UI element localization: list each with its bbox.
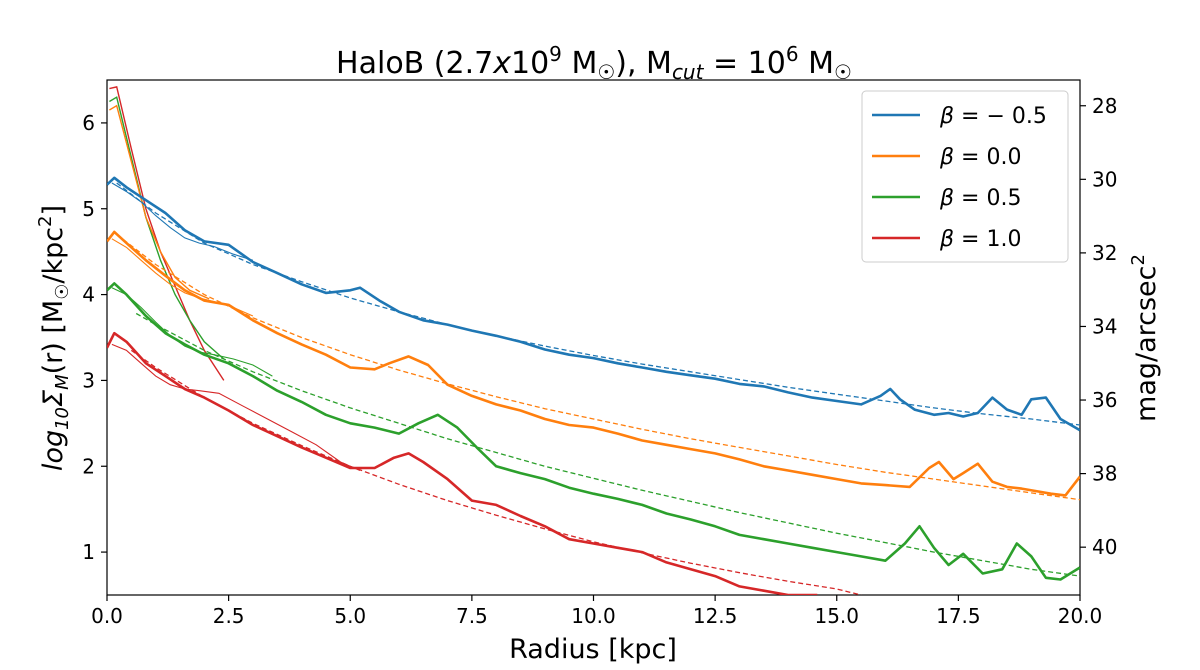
inner-profile-series-0 (111, 182, 254, 261)
y2-tick-label: 38 (1092, 462, 1117, 486)
series-line-1 (107, 230, 1080, 497)
chart-title: HaloB (2.7x109 M☉), Mcut = 106 M☉ (336, 42, 852, 84)
series-line-3 (107, 331, 818, 595)
y2-tick-label: 32 (1092, 241, 1117, 265)
series-layer (107, 86, 1080, 595)
y2-axis-ticks: 28 30 32 34 36 38 40 (1080, 94, 1117, 559)
legend-label-1: β = 0.0 (939, 145, 1021, 170)
x-tick-label: 2.5 (213, 604, 245, 628)
y-tick-label: 3 (82, 368, 95, 392)
legend-label-2: β = 0.5 (939, 186, 1021, 211)
y-axis-ticks: 1 2 3 4 5 6 (82, 111, 107, 564)
legend-label-3: β = 1.0 (939, 227, 1021, 252)
fit-line-series-1 (116, 233, 1080, 501)
legend-label-0: β = − 0.5 (939, 104, 1047, 129)
y2-tick-label: 36 (1092, 388, 1117, 412)
x-tick-label: 12.5 (693, 604, 738, 628)
legend: β = − 0.5 β = 0.0 β = 0.5 β = 1.0 (861, 90, 1069, 263)
series-line-0 (107, 176, 1080, 432)
y-tick-label: 1 (82, 540, 95, 564)
legend-box (861, 90, 1069, 263)
x-axis-title: Radius [kpc] (509, 634, 677, 665)
fit-line-series-3 (130, 349, 862, 595)
y-tick-label: 4 (82, 283, 95, 307)
x-tick-label: 20.0 (1058, 604, 1103, 628)
y2-tick-label: 28 (1092, 94, 1117, 118)
series-line-2 (107, 282, 1080, 581)
fit-line-series-2 (135, 312, 1080, 577)
x-tick-label: 5.0 (334, 604, 366, 628)
central-spike-line-2 (109, 104, 210, 300)
y2-tick-label: 30 (1092, 167, 1117, 191)
x-tick-label: 17.5 (936, 604, 981, 628)
inner-profile-series-2 (111, 287, 273, 377)
central-spike-line-0 (109, 86, 225, 381)
inner-profile-series-3 (111, 343, 361, 472)
x-tick-label: 0.0 (91, 604, 123, 628)
x-tick-label: 7.5 (456, 604, 488, 628)
x-axis-ticks: 0.0 2.5 5.0 7.5 10.0 12.5 15.0 17.5 20.0 (91, 595, 1102, 628)
central-spike-line-1 (109, 96, 225, 360)
y2-tick-label: 34 (1092, 314, 1117, 338)
x-tick-label: 10.0 (571, 604, 616, 628)
y-tick-label: 5 (82, 197, 95, 221)
y-axis-title: log10ΣM(r) [M☉/kpc2] (35, 205, 73, 471)
y2-axis-title: mag/arcsec2 (1128, 254, 1162, 422)
y2-tick-label: 40 (1092, 535, 1117, 559)
y-tick-label: 6 (82, 111, 95, 135)
y-tick-label: 2 (82, 454, 95, 478)
x-tick-label: 15.0 (814, 604, 859, 628)
